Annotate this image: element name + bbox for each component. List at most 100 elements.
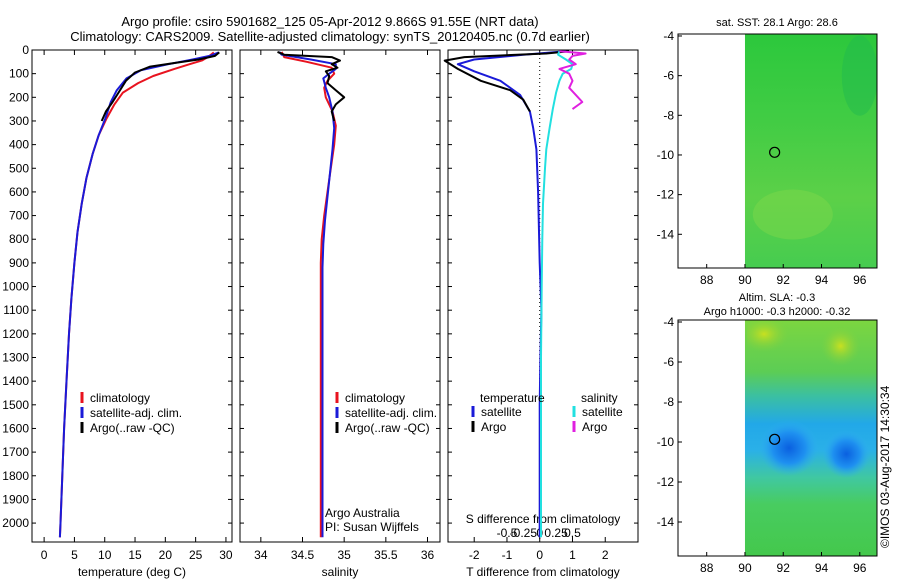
x-tick-label: -2 <box>469 548 480 562</box>
depth-tick-label: 1500 <box>2 398 29 412</box>
depth-tick-label: 1800 <box>2 469 29 483</box>
depth-tick-label: 400 <box>9 138 29 152</box>
map-y-tick-label: -8 <box>663 395 674 409</box>
x-tick-label: 35 <box>337 548 351 562</box>
chart-title-line1: Argo profile: csiro 5901682_125 05-Apr-2… <box>121 14 539 29</box>
low-sla-patch <box>758 420 819 476</box>
x-tick-label: 10 <box>98 548 112 562</box>
depth-tick-label: 1700 <box>2 445 29 459</box>
series-line <box>540 50 574 538</box>
depth-tick-label: 500 <box>9 161 29 175</box>
legend-label: Argo(..raw -QC) <box>90 421 175 435</box>
depth-tick-label: 200 <box>9 90 29 104</box>
sst-map-title: sat. SST: 28.1 Argo: 28.6 <box>716 17 838 29</box>
map-y-tick-label: -14 <box>657 515 675 529</box>
x-tick-label: 34 <box>254 548 268 562</box>
map-x-tick-label: 94 <box>815 561 829 575</box>
map-x-tick-label: 96 <box>853 561 867 575</box>
s-tick-label: -0.5 <box>497 526 518 540</box>
profile-panel-frame <box>239 49 441 543</box>
cool-patch <box>841 35 877 116</box>
series-line <box>443 50 570 112</box>
depth-tick-label: 0 <box>22 43 29 57</box>
map-y-tick-label: -8 <box>663 108 674 122</box>
map-frame <box>677 33 878 269</box>
depth-tick-label: 300 <box>9 114 29 128</box>
x-tick-label: 36 <box>421 548 435 562</box>
profile-panel-frame <box>447 49 639 543</box>
s-tick-label: 0.25 <box>544 526 568 540</box>
map-x-tick-label: 88 <box>700 273 714 287</box>
sla-map-subtitle: Argo h1000: -0.3 h2000: -0.32 <box>704 306 851 318</box>
legend-label: satellite <box>582 405 623 419</box>
s-axis-label: S difference from climatology <box>466 512 621 526</box>
x-axis-label: salinity <box>322 565 359 579</box>
x-tick-label: 0 <box>41 548 48 562</box>
x-tick-label: -1 <box>502 548 513 562</box>
map-y-tick-label: -6 <box>663 69 674 83</box>
x-tick-label: 15 <box>128 548 142 562</box>
legend-label: climatology <box>345 391 405 405</box>
map-texture <box>752 35 877 240</box>
legend-label: satellite-adj. clim. <box>345 406 437 420</box>
map-x-tick-label: 94 <box>815 273 829 287</box>
series-line <box>58 51 220 538</box>
legend-label: Argo <box>582 420 608 434</box>
map-y-tick-label: -6 <box>663 355 674 369</box>
map-x-tick-label: 96 <box>853 273 867 287</box>
map-y-tick-label: -4 <box>663 315 674 329</box>
x-tick-label: 20 <box>159 548 173 562</box>
legend-label: climatology <box>90 391 150 405</box>
chart-title-line2: Climatology: CARS2009. Satellite-adjuste… <box>70 29 590 44</box>
argo-position-marker <box>769 146 781 158</box>
depth-tick-label: 800 <box>9 232 29 246</box>
x-tick-label: 2 <box>602 548 609 562</box>
s-tick-label: 0.5 <box>564 526 581 540</box>
annotation-text: PI: Susan Wijffels <box>325 520 419 534</box>
map-x-tick-label: 90 <box>738 273 752 287</box>
annotation-text: Argo Australia <box>325 506 400 520</box>
x-tick-label: 5 <box>71 548 78 562</box>
high-sla-patch <box>747 320 790 352</box>
legend-header: salinity <box>581 391 618 405</box>
x-tick-label: 35.5 <box>374 548 398 562</box>
series-line <box>558 50 587 110</box>
x-tick-label: 30 <box>219 548 233 562</box>
series-line <box>58 51 215 538</box>
series-line <box>100 51 220 122</box>
high-sla-patch <box>820 326 861 366</box>
depth-tick-label: 1900 <box>2 492 29 506</box>
map-y-tick-label: -12 <box>657 475 675 489</box>
depth-tick-label: 1200 <box>2 327 29 341</box>
map-frame <box>677 319 878 557</box>
depth-tick-label: 1100 <box>3 303 29 317</box>
series-line <box>277 50 346 122</box>
argo-position-marker <box>769 433 781 445</box>
x-axis-label: temperature (deg C) <box>78 565 186 579</box>
depth-tick-label: 1300 <box>2 351 29 365</box>
legend-label: satellite <box>481 405 522 419</box>
legend-label: Argo(..raw -QC) <box>345 421 430 435</box>
map-y-tick-label: -12 <box>657 188 675 202</box>
depth-tick-label: 700 <box>9 209 29 223</box>
depth-tick-label: 100 <box>9 67 29 81</box>
warm-patch <box>752 189 833 240</box>
series-line <box>280 51 337 538</box>
depth-tick-label: 1400 <box>2 374 29 388</box>
series-line <box>278 51 337 538</box>
depth-tick-label: 1600 <box>2 421 29 435</box>
legend-header: temperature <box>480 391 545 405</box>
sla-map-title: Altim. SLA: -0.3 <box>739 292 815 304</box>
x-tick-label: 0 <box>536 548 543 562</box>
legend-label: Argo <box>481 420 507 434</box>
map-x-tick-label: 88 <box>700 561 714 575</box>
low-sla-patch <box>822 430 871 478</box>
map-y-tick-label: -14 <box>657 227 675 241</box>
map-y-tick-label: -4 <box>663 29 674 43</box>
map-y-tick-label: -10 <box>657 148 675 162</box>
imos-credit: ©IMOS 03-Aug-2017 14:30:34 <box>878 385 892 548</box>
depth-tick-label: 2000 <box>2 516 29 530</box>
depth-tick-label: 600 <box>9 185 29 199</box>
map-x-tick-label: 92 <box>777 561 791 575</box>
